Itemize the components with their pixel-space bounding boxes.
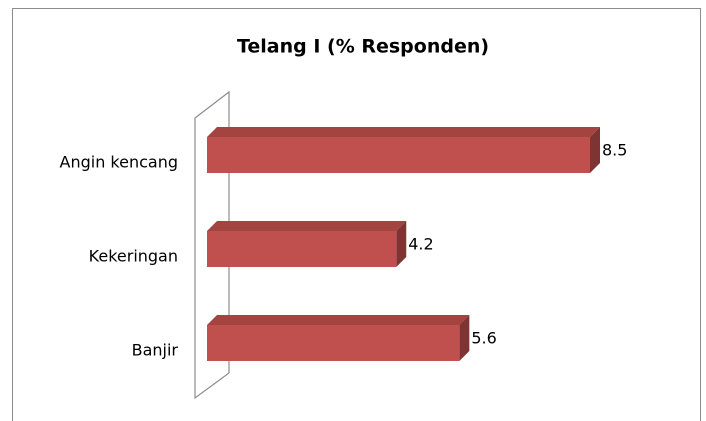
bar-top xyxy=(207,221,407,231)
bar xyxy=(207,315,470,361)
bar-front xyxy=(207,231,397,267)
bar-top xyxy=(207,315,470,325)
data-label: 8.5 xyxy=(602,141,627,160)
chart-title: Telang I (% Responden) xyxy=(237,36,489,58)
bar-top xyxy=(207,127,600,137)
y-tick-label: Angin kencang xyxy=(60,153,179,172)
bar xyxy=(207,221,407,267)
bar-front xyxy=(207,137,590,173)
bar-front xyxy=(207,325,460,361)
y-tick-label: Kekeringan xyxy=(89,247,178,266)
data-label: 4.2 xyxy=(408,235,433,254)
y-tick-label: Banjir xyxy=(132,341,179,360)
bar xyxy=(207,127,600,173)
bar-side xyxy=(459,315,470,361)
chart-frame xyxy=(12,8,701,421)
back-wall xyxy=(194,90,230,400)
bar-side xyxy=(396,221,407,267)
data-label: 5.6 xyxy=(471,329,496,348)
bar-side xyxy=(590,127,600,173)
